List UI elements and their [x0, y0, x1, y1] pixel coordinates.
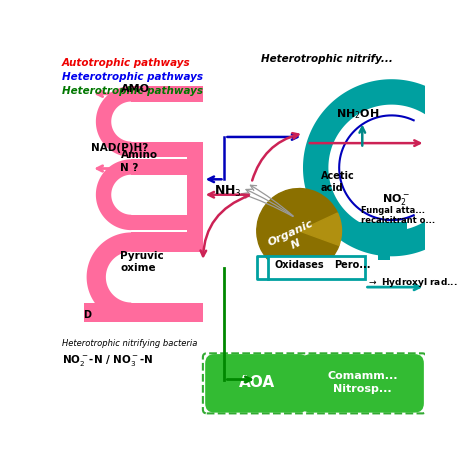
- FancyBboxPatch shape: [131, 159, 203, 175]
- FancyBboxPatch shape: [378, 233, 390, 260]
- FancyBboxPatch shape: [188, 157, 203, 232]
- FancyBboxPatch shape: [131, 142, 203, 157]
- FancyBboxPatch shape: [131, 302, 203, 322]
- Polygon shape: [96, 159, 131, 230]
- Text: Heterotrophic pathways: Heterotrophic pathways: [62, 72, 203, 82]
- Text: AMO: AMO: [120, 84, 149, 94]
- FancyBboxPatch shape: [83, 302, 131, 322]
- Polygon shape: [87, 232, 131, 322]
- Text: NH$_2$OH: NH$_2$OH: [336, 107, 380, 121]
- Text: $\rightarrow$ Hydroxyl rad...: $\rightarrow$ Hydroxyl rad...: [367, 276, 458, 289]
- Text: Comamm...
Nitrosp...: Comamm... Nitrosp...: [327, 372, 398, 394]
- FancyBboxPatch shape: [131, 215, 203, 230]
- Text: Heterotrophic pathways: Heterotrophic pathways: [62, 86, 203, 96]
- Text: NO$_2^-$-N / NO$_3^-$-N: NO$_2^-$-N / NO$_3^-$-N: [62, 353, 154, 368]
- FancyBboxPatch shape: [268, 256, 365, 279]
- Polygon shape: [96, 86, 131, 157]
- FancyBboxPatch shape: [205, 354, 309, 413]
- Text: Oxidases: Oxidases: [274, 260, 324, 270]
- Text: Pyruvic
oxime: Pyruvic oxime: [120, 251, 164, 273]
- Text: NO$_2^-$: NO$_2^-$: [383, 192, 410, 208]
- Text: AOA: AOA: [239, 375, 275, 390]
- FancyBboxPatch shape: [131, 232, 203, 252]
- Wedge shape: [257, 189, 339, 273]
- Text: Acetic
acid: Acetic acid: [321, 171, 355, 193]
- Text: Heterotrophic nitrifying bacteria: Heterotrophic nitrifying bacteria: [62, 339, 197, 348]
- Text: Heterotrophic nitrify...: Heterotrophic nitrify...: [261, 54, 392, 64]
- Text: Pero...: Pero...: [334, 260, 370, 270]
- Text: Amino
N ?: Amino N ?: [120, 150, 158, 173]
- Text: NH$_3$: NH$_3$: [214, 184, 242, 199]
- Text: NAD(P)H?: NAD(P)H?: [91, 143, 148, 153]
- Polygon shape: [303, 79, 442, 256]
- FancyBboxPatch shape: [280, 222, 407, 237]
- Text: D: D: [83, 310, 91, 320]
- FancyBboxPatch shape: [374, 226, 394, 248]
- FancyBboxPatch shape: [301, 354, 424, 413]
- FancyBboxPatch shape: [131, 86, 203, 101]
- Text: Fungal atta...
recalcitrant o...: Fungal atta... recalcitrant o...: [361, 206, 435, 225]
- Wedge shape: [299, 213, 341, 246]
- Text: Autotrophic pathways: Autotrophic pathways: [62, 58, 191, 68]
- Text: Organic
N: Organic N: [266, 218, 320, 259]
